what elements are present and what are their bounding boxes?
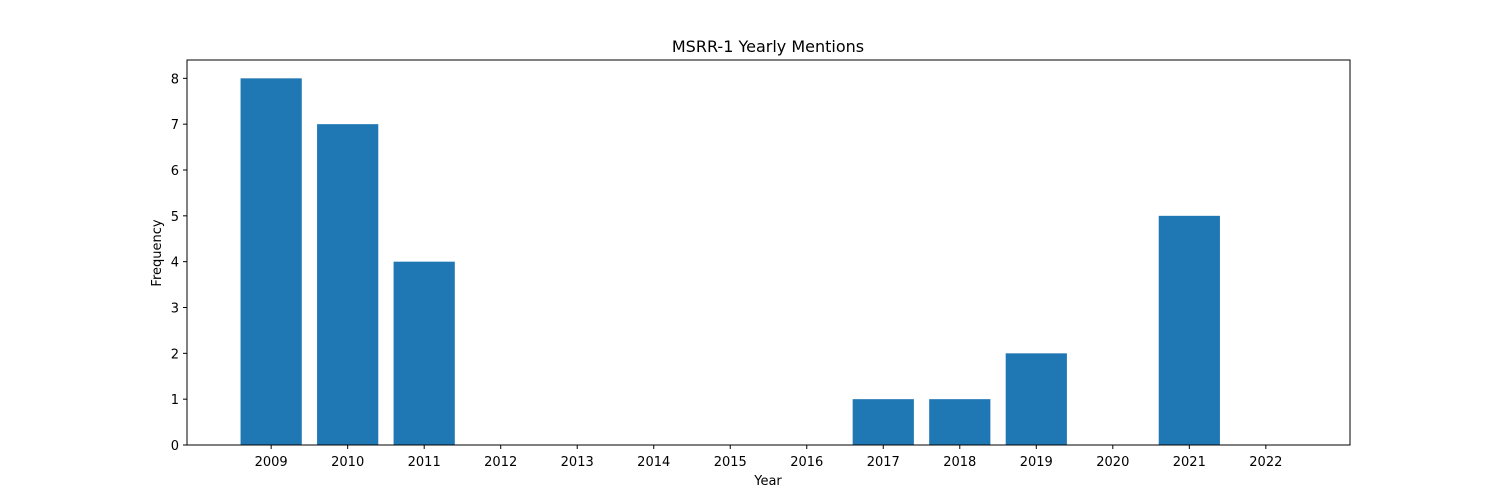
y-tick-label: 8 [171, 72, 179, 87]
y-tick-label: 6 [171, 164, 179, 179]
y-tick-label: 5 [171, 210, 179, 225]
x-tick-label: 2009 [255, 455, 288, 470]
bar-2010 [317, 124, 379, 446]
bar-2021 [1158, 215, 1220, 445]
x-tick-label: 2019 [1020, 455, 1053, 470]
x-tick-label: 2013 [561, 455, 594, 470]
bar-2009 [240, 78, 302, 445]
x-tick-label: 2012 [484, 455, 517, 470]
x-tick-label: 2021 [1173, 455, 1206, 470]
bar-2011 [393, 261, 455, 445]
x-tick-label: 2017 [867, 455, 900, 470]
y-tick-label: 2 [171, 347, 179, 362]
x-tick-label: 2011 [408, 455, 441, 470]
y-tick-label: 4 [171, 256, 179, 271]
x-tick-label: 2015 [714, 455, 747, 470]
y-tick-label: 0 [171, 439, 179, 454]
bar-2018 [929, 399, 991, 445]
x-tick-label: 2014 [637, 455, 670, 470]
y-tick-label: 7 [171, 118, 179, 133]
x-tick-label: 2020 [1096, 455, 1129, 470]
bars-group [240, 78, 1220, 446]
bar-2019 [1005, 353, 1067, 445]
x-tick-label: 2018 [943, 455, 976, 470]
y-tick-label: 1 [171, 393, 179, 408]
x-tick-label: 2022 [1249, 455, 1282, 470]
bar-2017 [852, 399, 914, 445]
y-axis-label: Frequency [150, 219, 165, 286]
x-axis-ticks: 2009 2010 2011 2012 2013 2014 2015 2016 2017 2018… [255, 445, 1282, 470]
y-tick-label: 3 [171, 302, 179, 317]
y-axis-ticks: 0 1 2 3 4 5 6 7 8 [171, 72, 187, 454]
x-axis-label: Year [753, 474, 782, 489]
plot-frame [186, 59, 1351, 446]
x-tick-label: 2016 [790, 455, 823, 470]
chart-title: MSRR-1 Yearly Mentions [672, 37, 864, 56]
x-tick-label: 2010 [331, 455, 364, 470]
